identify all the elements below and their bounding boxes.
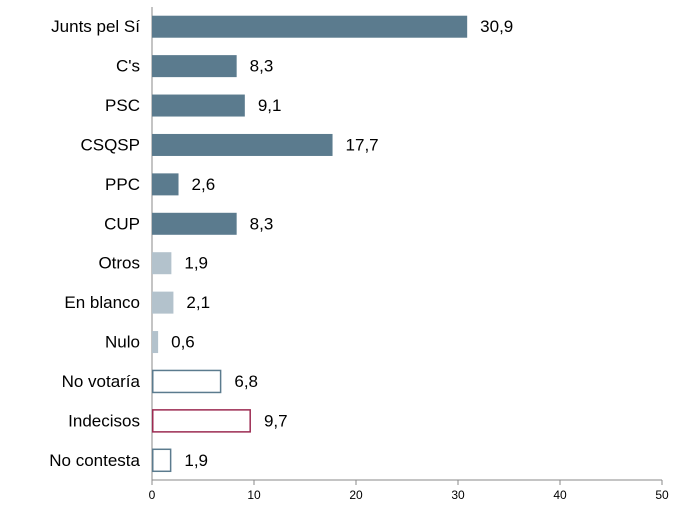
value-label: 1,9 [184, 254, 208, 273]
y-tick-label: Nulo [105, 333, 140, 352]
y-tick-label: C's [116, 57, 140, 76]
value-label: 30,9 [480, 17, 513, 36]
bar [152, 448, 172, 473]
y-tick-label: Junts pel Sí [51, 17, 140, 36]
value-label: 6,8 [234, 372, 258, 391]
bar [152, 94, 245, 117]
bar [152, 173, 179, 196]
bar [152, 212, 237, 235]
y-tick-label: No votaría [62, 372, 141, 391]
value-label: 9,7 [264, 411, 288, 430]
bar [152, 252, 172, 275]
value-label: 17,7 [346, 135, 379, 154]
y-tick-label: En blanco [64, 293, 140, 312]
x-tick-label: 10 [247, 488, 261, 502]
bar [152, 331, 159, 354]
value-label: 2,1 [186, 293, 210, 312]
y-tick-label: PPC [105, 175, 140, 194]
value-label: 9,1 [258, 96, 282, 115]
x-tick-label: 0 [149, 488, 156, 502]
value-label: 8,3 [250, 57, 274, 76]
x-tick-label: 30 [451, 488, 465, 502]
y-tick-label: CUP [104, 214, 140, 233]
value-label: 0,6 [171, 333, 195, 352]
value-label: 1,9 [184, 451, 208, 470]
bar [152, 409, 251, 433]
bar [152, 369, 222, 394]
y-tick-label: No contesta [49, 451, 140, 470]
x-tick-label: 40 [553, 488, 567, 502]
y-tick-label: CSQSP [80, 135, 140, 154]
value-label: 8,3 [250, 214, 274, 233]
y-tick-label: Otros [98, 254, 140, 273]
bar [152, 15, 468, 38]
bar [152, 133, 333, 156]
x-tick-label: 20 [349, 488, 363, 502]
bar [152, 291, 174, 314]
y-tick-label: Indecisos [68, 411, 140, 430]
y-tick-label: PSC [105, 96, 140, 115]
x-tick-label: 50 [655, 488, 669, 502]
bar [152, 55, 237, 78]
value-label: 2,6 [192, 175, 216, 194]
